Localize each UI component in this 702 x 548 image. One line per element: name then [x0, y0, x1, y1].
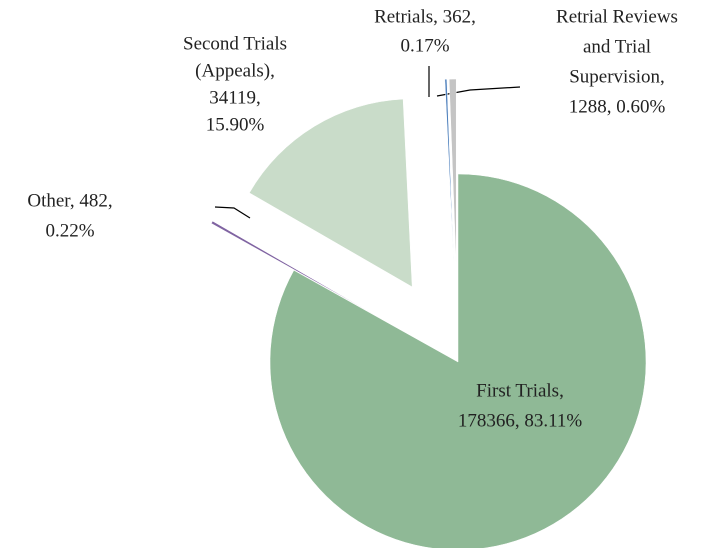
- slice-label: 1288, 0.60%: [569, 96, 666, 117]
- pie-slice: [448, 78, 457, 268]
- slice-label: 178366, 83.11%: [458, 410, 583, 431]
- slice-label: (Appeals),: [195, 60, 275, 81]
- pie-slice: [249, 98, 413, 288]
- slice-label: Retrial Reviews: [556, 6, 678, 27]
- slice-label: Second Trials: [183, 33, 287, 54]
- pie-slice: [444, 78, 455, 268]
- slice-label: Retrials, 362,: [374, 6, 476, 27]
- slice-label: 0.22%: [45, 220, 94, 241]
- pie-slice: [269, 173, 647, 548]
- leader-line: [436, 86, 521, 97]
- slice-label: 34119,: [209, 87, 261, 108]
- leader-line: [214, 206, 251, 219]
- pie-slice: [210, 220, 376, 316]
- slice-label: 0.17%: [400, 35, 449, 56]
- slice-label: Other, 482,: [27, 190, 112, 211]
- slice-label: and Trial: [583, 36, 651, 57]
- slice-label: First Trials,: [476, 380, 564, 401]
- slice-label: 15.90%: [206, 114, 265, 135]
- slice-label: Supervision,: [569, 66, 665, 87]
